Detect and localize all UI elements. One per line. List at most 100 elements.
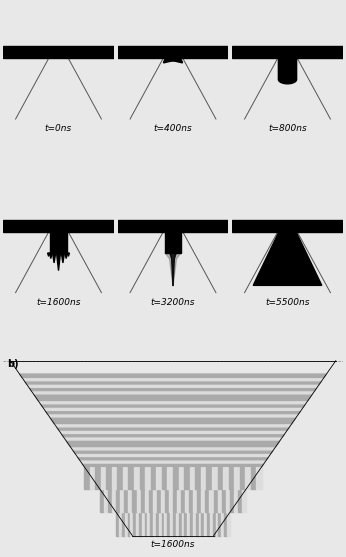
- Polygon shape: [140, 466, 145, 490]
- Polygon shape: [100, 490, 104, 512]
- Polygon shape: [193, 512, 196, 535]
- Polygon shape: [170, 253, 176, 286]
- Polygon shape: [169, 490, 173, 512]
- Polygon shape: [156, 466, 162, 490]
- Polygon shape: [206, 466, 212, 490]
- Polygon shape: [162, 466, 167, 490]
- Text: b): b): [7, 359, 18, 369]
- Polygon shape: [221, 490, 226, 512]
- Text: t=3200ns: t=3200ns: [151, 297, 195, 306]
- Polygon shape: [128, 512, 130, 535]
- Polygon shape: [159, 512, 162, 535]
- Polygon shape: [193, 490, 197, 512]
- Polygon shape: [182, 512, 184, 535]
- Polygon shape: [95, 466, 101, 490]
- Polygon shape: [150, 512, 153, 535]
- Polygon shape: [125, 512, 128, 535]
- Polygon shape: [116, 490, 120, 512]
- Polygon shape: [223, 466, 229, 490]
- Polygon shape: [26, 384, 320, 387]
- Polygon shape: [210, 512, 213, 535]
- Polygon shape: [145, 512, 147, 535]
- Polygon shape: [209, 490, 213, 512]
- Polygon shape: [117, 466, 123, 490]
- Text: t=0ns: t=0ns: [45, 124, 72, 133]
- Polygon shape: [218, 512, 221, 535]
- Polygon shape: [65, 253, 67, 258]
- Polygon shape: [156, 512, 159, 535]
- Polygon shape: [45, 411, 301, 414]
- Polygon shape: [49, 253, 52, 258]
- Polygon shape: [197, 490, 201, 512]
- Polygon shape: [38, 400, 308, 404]
- Polygon shape: [234, 490, 238, 512]
- Polygon shape: [136, 512, 139, 535]
- Polygon shape: [207, 512, 210, 535]
- Polygon shape: [173, 512, 176, 535]
- Bar: [233, 46, 343, 58]
- Polygon shape: [213, 512, 216, 535]
- Polygon shape: [179, 512, 182, 535]
- Polygon shape: [29, 387, 317, 390]
- Bar: [50, 232, 67, 253]
- Polygon shape: [176, 512, 179, 535]
- Polygon shape: [31, 390, 315, 394]
- Polygon shape: [133, 490, 137, 512]
- Polygon shape: [256, 466, 262, 490]
- Polygon shape: [204, 512, 207, 535]
- Polygon shape: [120, 490, 125, 512]
- Polygon shape: [251, 466, 256, 490]
- Polygon shape: [224, 512, 227, 535]
- Polygon shape: [153, 490, 157, 512]
- Polygon shape: [199, 512, 201, 535]
- Polygon shape: [147, 512, 150, 535]
- Polygon shape: [179, 466, 184, 490]
- Polygon shape: [157, 490, 161, 512]
- Polygon shape: [201, 466, 206, 490]
- Polygon shape: [116, 512, 119, 535]
- Polygon shape: [48, 253, 49, 256]
- Polygon shape: [57, 253, 61, 271]
- Polygon shape: [173, 466, 179, 490]
- Polygon shape: [61, 253, 64, 263]
- Polygon shape: [54, 423, 292, 427]
- Polygon shape: [104, 490, 108, 512]
- Polygon shape: [185, 490, 189, 512]
- Polygon shape: [153, 512, 156, 535]
- Polygon shape: [196, 512, 199, 535]
- Polygon shape: [227, 512, 230, 535]
- Polygon shape: [218, 466, 223, 490]
- Polygon shape: [218, 490, 221, 512]
- Polygon shape: [234, 466, 240, 490]
- Polygon shape: [229, 466, 234, 490]
- Polygon shape: [43, 407, 303, 411]
- Polygon shape: [47, 414, 299, 417]
- Polygon shape: [206, 490, 209, 512]
- Polygon shape: [137, 490, 140, 512]
- Polygon shape: [84, 466, 90, 490]
- Polygon shape: [149, 490, 153, 512]
- Polygon shape: [187, 512, 190, 535]
- Polygon shape: [33, 394, 313, 397]
- Polygon shape: [112, 466, 117, 490]
- Polygon shape: [108, 490, 112, 512]
- Polygon shape: [36, 397, 310, 400]
- Polygon shape: [212, 466, 218, 490]
- Bar: [118, 46, 228, 58]
- Polygon shape: [119, 512, 122, 535]
- Polygon shape: [61, 433, 285, 437]
- Polygon shape: [123, 466, 128, 490]
- Polygon shape: [195, 466, 201, 490]
- Polygon shape: [53, 253, 56, 263]
- Bar: [3, 220, 113, 232]
- Polygon shape: [173, 490, 177, 512]
- Bar: [233, 220, 343, 232]
- Polygon shape: [189, 490, 193, 512]
- Polygon shape: [112, 490, 116, 512]
- Polygon shape: [24, 380, 322, 384]
- Polygon shape: [145, 490, 149, 512]
- Polygon shape: [253, 232, 322, 285]
- Polygon shape: [22, 378, 324, 380]
- Bar: [118, 220, 228, 232]
- Polygon shape: [40, 404, 306, 407]
